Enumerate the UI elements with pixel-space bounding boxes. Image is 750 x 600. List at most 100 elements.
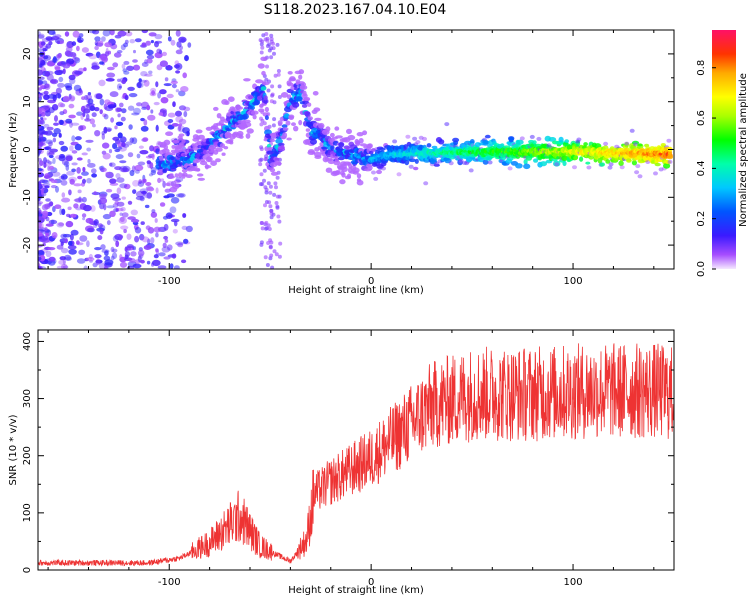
heatmap-cell [635, 164, 641, 169]
heatmap-cell [172, 139, 180, 144]
heatmap-cell [258, 158, 263, 163]
heatmap-cell [313, 107, 321, 112]
heatmap-cell [163, 139, 171, 146]
heatmap-cell [260, 221, 264, 225]
heatmap-cell [339, 179, 346, 185]
heatmap-cell [262, 178, 266, 183]
page-title: S118.2023.167.04.10.E04 [263, 2, 447, 18]
heatmap-cell [293, 125, 299, 132]
heatmap-cell [413, 166, 419, 171]
heatmap-cell [301, 104, 308, 108]
heatmap-cell [196, 173, 204, 177]
heatmap-cell [408, 158, 416, 163]
heatmap-cell [423, 181, 429, 186]
heatmap-cell [434, 161, 440, 166]
heatmap-cell [268, 244, 273, 249]
heatmap-cell [167, 175, 175, 179]
heatmap-cell [274, 157, 280, 162]
heatmap-cell [583, 142, 588, 147]
heatmap-cell [277, 219, 282, 224]
heatmap-cell [338, 141, 345, 148]
heatmap-cell [262, 121, 267, 126]
heatmap-cell [185, 174, 193, 179]
heatmap-cell [250, 110, 259, 115]
heatmap-cell [216, 113, 222, 119]
heatmap-cell [246, 128, 254, 134]
heatmap-cell [341, 172, 346, 178]
heatmap-cell [347, 134, 356, 141]
heatmap-cell [264, 106, 269, 113]
heatmap-cell [261, 81, 270, 86]
heatmap-cell [626, 158, 632, 162]
heatmap-cell [373, 176, 379, 181]
heatmap-cells [38, 30, 674, 269]
heatmap-cell [261, 33, 266, 38]
heatmap-cell [258, 182, 263, 187]
heatmap-cell [169, 173, 174, 177]
heatmap-cell [324, 156, 329, 162]
heatmap-cell [259, 116, 263, 121]
heatmap-cell [585, 161, 591, 165]
heatmap-cell [269, 240, 274, 245]
heatmap-cell [172, 183, 180, 190]
heatmap-cell [458, 158, 464, 163]
heatmap-cell [278, 241, 283, 246]
y-tick-label: 0 [22, 146, 33, 152]
heatmap-cell [269, 253, 274, 258]
heatmap-cell [264, 220, 269, 225]
heatmap-cell [334, 126, 340, 131]
colorbar-tick-label: 0.2 [696, 211, 707, 227]
heatmap-cell [255, 79, 264, 84]
heatmap-cell [273, 181, 278, 186]
heatmap-cell [277, 95, 282, 99]
heatmap-cell [637, 174, 643, 179]
snr-xlabel: Height of straight line (km) [288, 585, 424, 596]
heatmap-cell [666, 138, 672, 143]
y-tick-label: 400 [22, 332, 33, 351]
heatmap-cell [274, 201, 279, 205]
heatmap-cell [356, 173, 362, 179]
heatmap-cell [181, 168, 188, 173]
heatmap-cell [219, 143, 225, 149]
heatmap-cell [426, 143, 432, 148]
heatmap-cell [269, 33, 274, 38]
heatmap-cell [270, 171, 279, 176]
heatmap-cell [195, 129, 203, 134]
snr-frame [37, 329, 675, 571]
heatmap-cell [199, 160, 208, 166]
heatmap-cell [236, 130, 244, 137]
heatmap-cell [268, 184, 273, 189]
heatmap-ylabel: Frequency (Hz) [8, 112, 19, 188]
heatmap-cell [261, 70, 266, 76]
heatmap-cell [438, 139, 445, 145]
heatmap-cell [227, 96, 235, 102]
heatmap-cell [264, 115, 269, 121]
heatmap-cell [318, 122, 325, 129]
heatmap-cell [314, 117, 322, 121]
heatmap-cell [264, 32, 269, 36]
heatmap-cell [259, 50, 264, 55]
heatmap-cell [554, 162, 560, 167]
heatmap-cell [299, 85, 308, 90]
heatmap-cell [213, 106, 219, 111]
heatmap-cell [529, 134, 535, 139]
heatmap-cell [265, 64, 269, 69]
heatmap-cell [197, 177, 205, 181]
heatmap-cell [305, 128, 311, 132]
heatmap-cell [215, 147, 223, 152]
heatmap-cell [229, 141, 234, 145]
heatmap-cell [170, 156, 175, 161]
heatmap-cell [325, 126, 331, 132]
heatmap-cell [269, 55, 274, 60]
heatmap-cell [292, 102, 300, 108]
heatmap-cell [280, 92, 289, 98]
x-tick-label: -100 [158, 276, 181, 287]
heatmap-cell [619, 165, 625, 170]
heatmap-cell [346, 128, 352, 135]
heatmap-cell [242, 113, 249, 120]
heatmap-cell [291, 122, 296, 127]
heatmap-cell [546, 143, 552, 148]
heatmap-cell [533, 158, 539, 163]
heatmap-cell [603, 141, 609, 146]
heatmap-cell [202, 149, 209, 155]
